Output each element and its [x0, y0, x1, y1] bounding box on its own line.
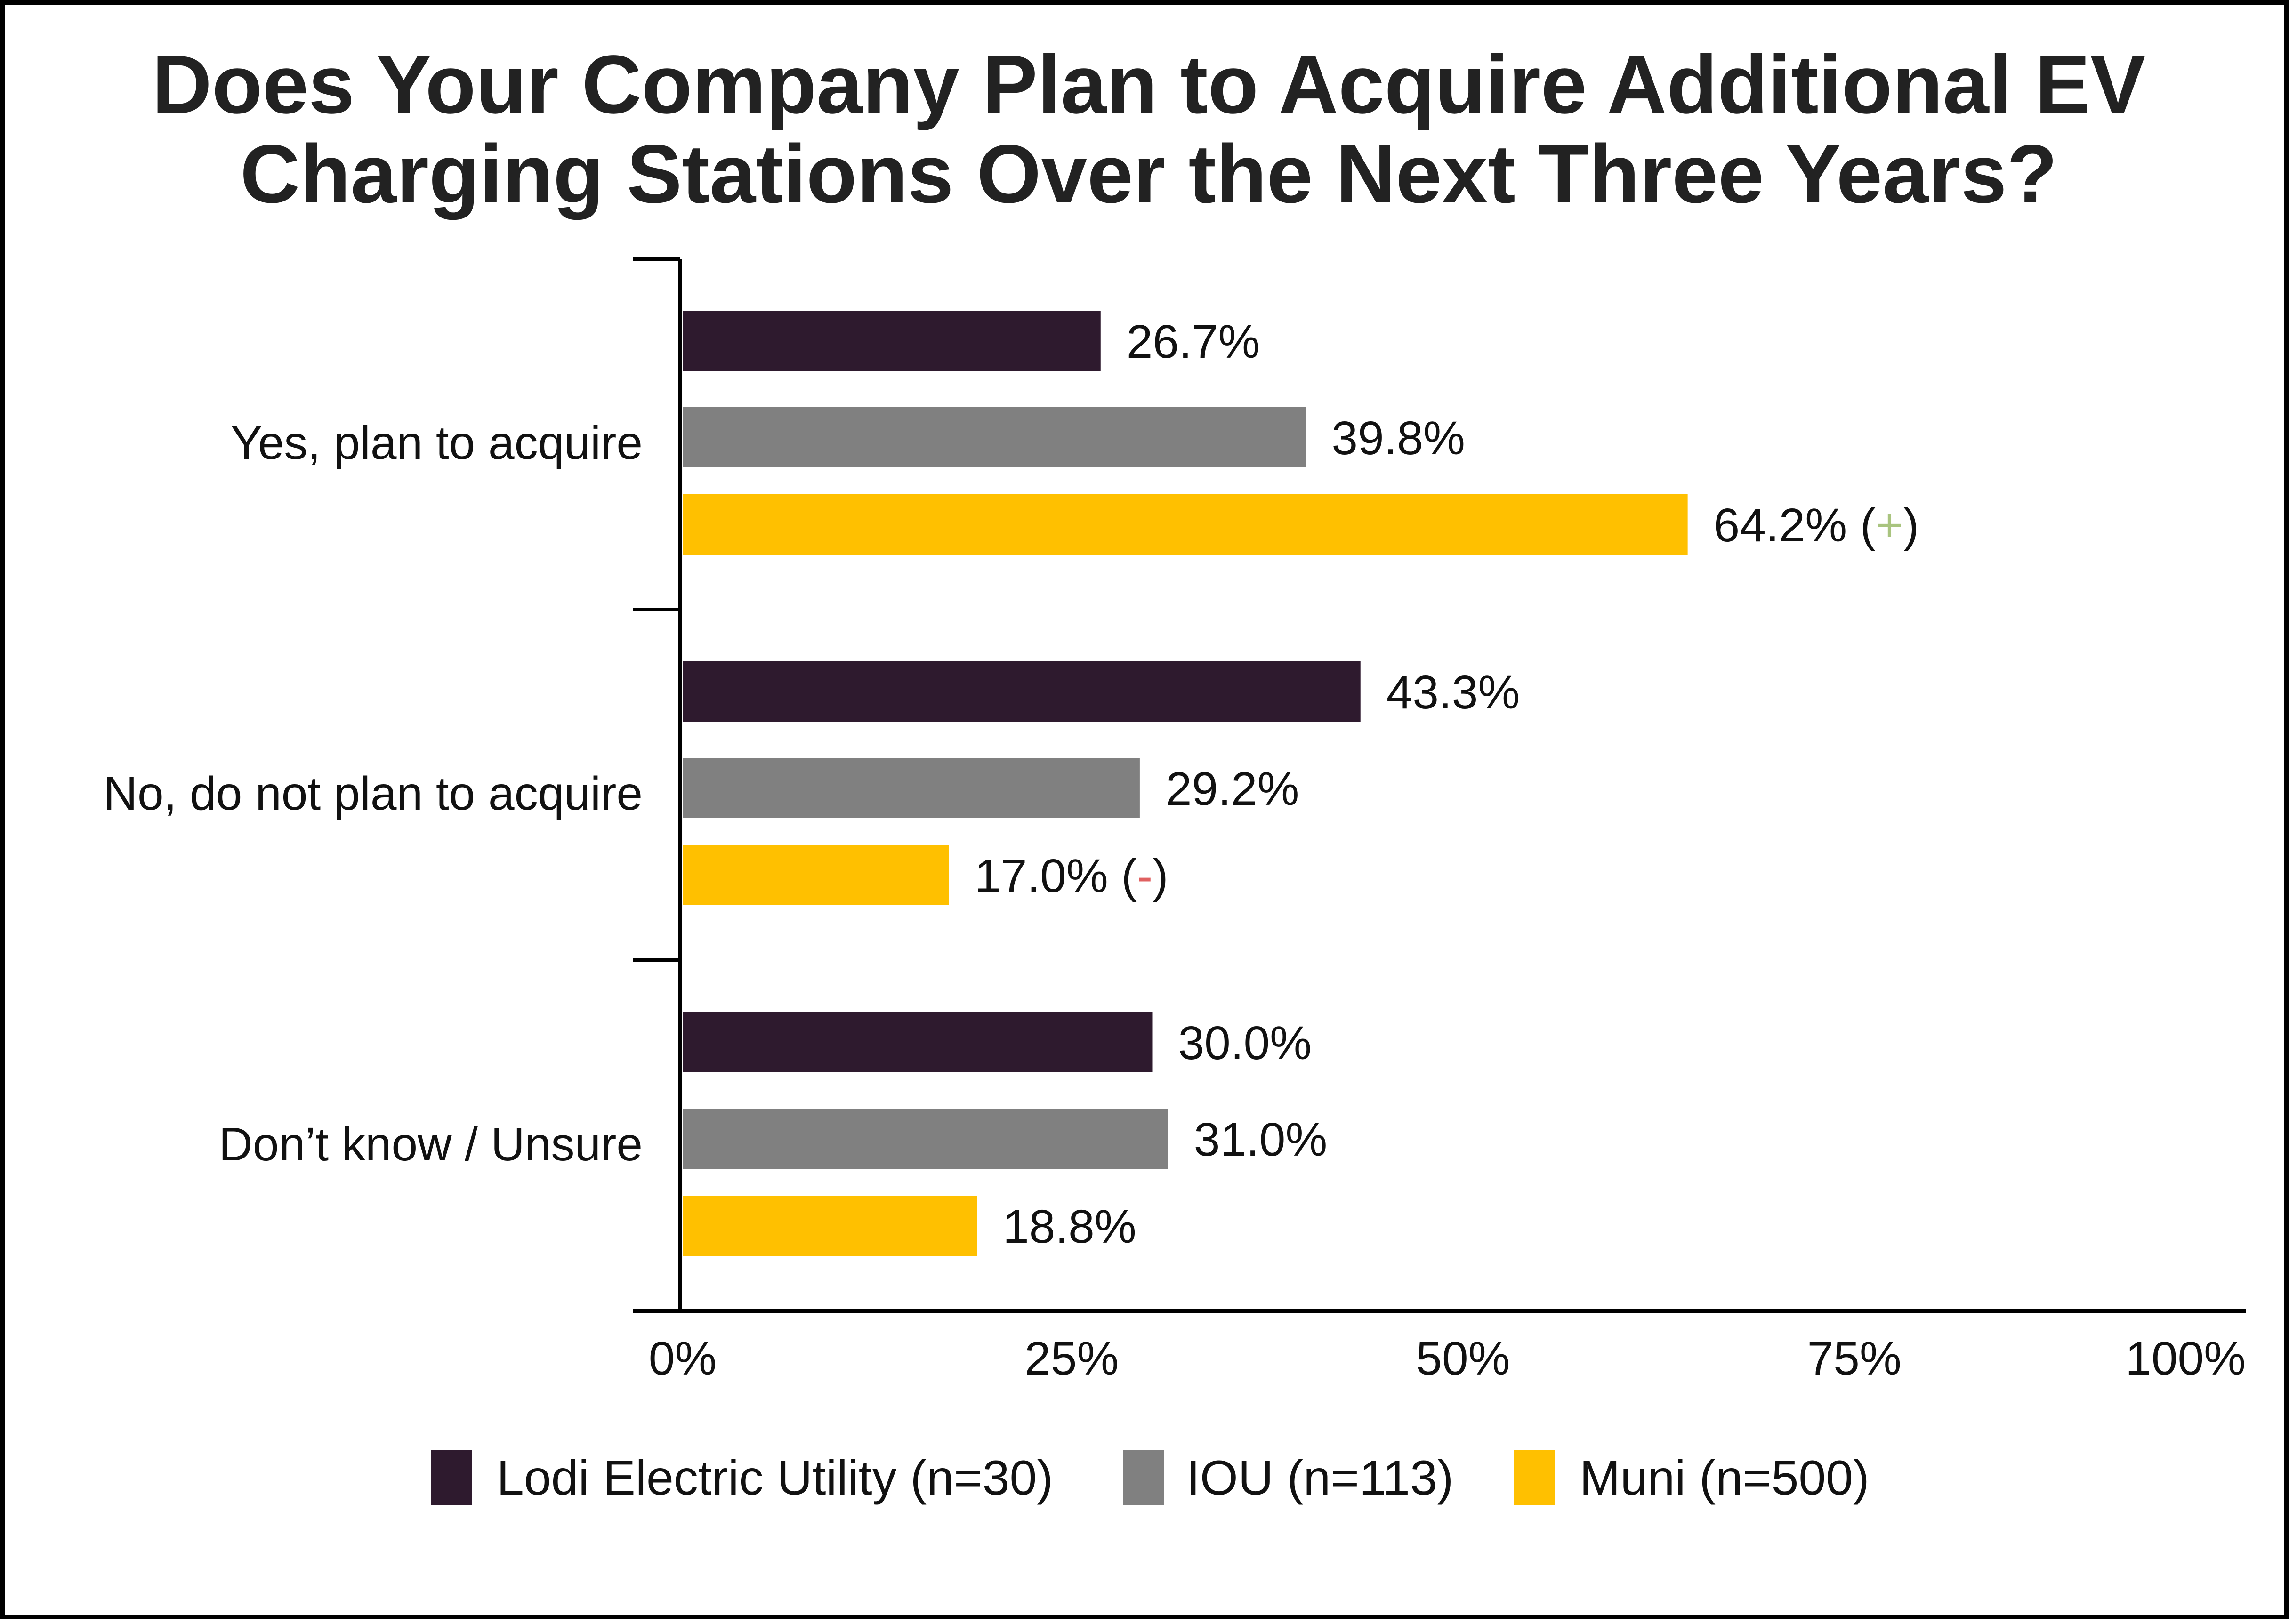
data-label: 30.0% — [1178, 1017, 1312, 1069]
chart-title-line-1: Does Your Company Plan to Acquire Additi… — [152, 39, 2145, 131]
data-label: 17.0% (-) — [975, 850, 1168, 902]
x-tick-label: 100% — [2125, 1332, 2246, 1385]
data-label: 31.0% — [1194, 1113, 1328, 1166]
data-label: 39.8% — [1331, 412, 1465, 465]
significance-mark: + — [1876, 499, 1903, 552]
chart-title-line-2: Charging Stations Over the Next Three Ye… — [240, 128, 2057, 220]
data-label: 64.2% (+) — [1714, 499, 1919, 552]
bar-2-2 — [683, 758, 1140, 818]
legend-swatch — [431, 1450, 472, 1505]
category-label: Yes, plan to acquire — [231, 417, 643, 469]
legend-label: IOU (n=113) — [1186, 1451, 1453, 1505]
chart-title: Does Your Company Plan to Acquire Additi… — [152, 39, 2145, 220]
bars: Yes, plan to acquire 26.7% 39.8% 64.2% (+) N… — [104, 311, 1919, 1256]
category-label: Don’t know / Unsure — [219, 1118, 643, 1171]
bar-1-2 — [683, 661, 1361, 722]
legend-swatch — [1514, 1450, 1555, 1505]
bar-1-1 — [683, 311, 1101, 371]
data-label: 43.3% — [1386, 666, 1520, 719]
legend-label: Lodi Electric Utility (n=30) — [497, 1451, 1053, 1505]
bar-chart: Does Your Company Plan to Acquire Additi… — [104, 39, 2246, 1505]
data-label: 29.2% — [1166, 763, 1299, 815]
category-label: No, do not plan to acquire — [104, 767, 643, 820]
legend: Lodi Electric Utility (n=30) IOU (n=113) M… — [431, 1450, 1870, 1505]
x-tick-label: 25% — [1024, 1332, 1119, 1385]
bar-2-1 — [683, 407, 1306, 467]
bar-1-3 — [683, 1012, 1153, 1072]
significance-mark: - — [1137, 850, 1153, 902]
bar-2-3 — [683, 1109, 1168, 1169]
bar-3-1 — [683, 494, 1688, 555]
x-tick-label: 75% — [1807, 1332, 1902, 1385]
x-tick-label: 0% — [649, 1332, 717, 1385]
bar-3-2 — [683, 845, 949, 905]
bar-3-3 — [683, 1196, 977, 1256]
data-label: 26.7% — [1127, 315, 1260, 368]
x-tick-label: 50% — [1416, 1332, 1510, 1385]
legend-swatch — [1123, 1450, 1164, 1505]
data-label: 18.8% — [1003, 1200, 1136, 1253]
axes: 0% 25% 50% 75% 100% — [633, 257, 2246, 1385]
legend-label: Muni (n=500) — [1580, 1451, 1870, 1505]
